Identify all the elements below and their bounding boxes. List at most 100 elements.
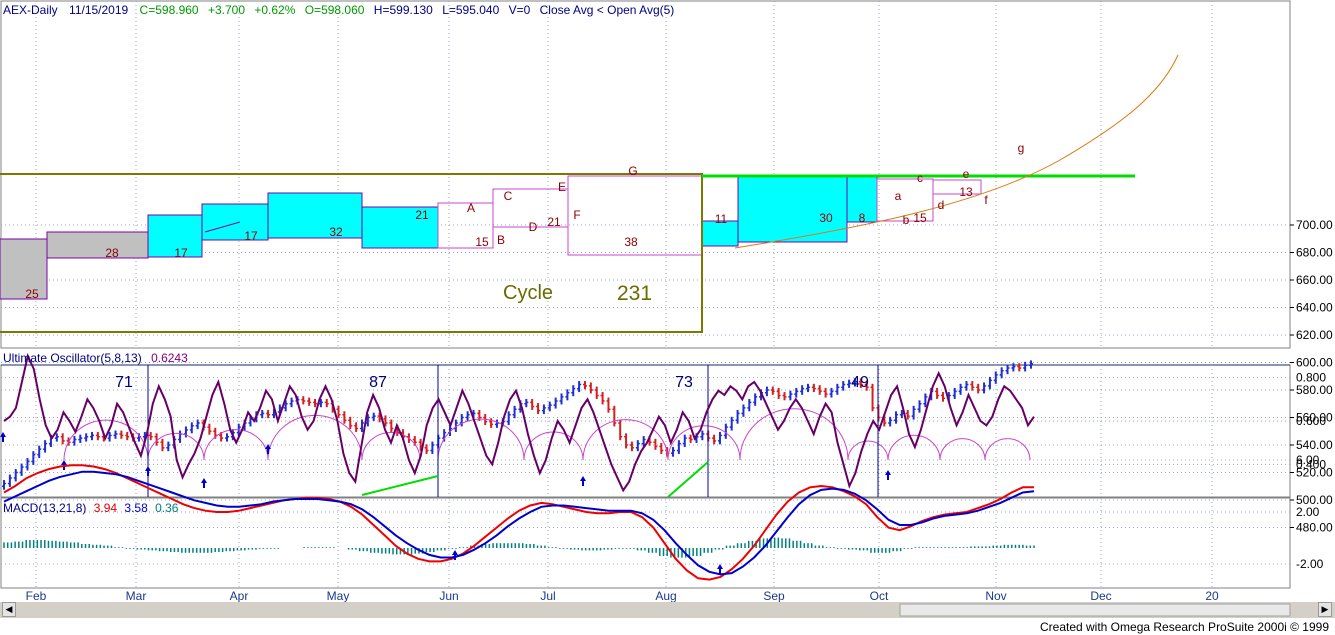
price-marker-label: f (984, 193, 988, 207)
up-arrow-marker (201, 478, 207, 488)
oscillator-cycle-count: 49 (851, 374, 869, 391)
price-y-tick-label: 500.00 (1296, 493, 1333, 507)
oscillator-arc (667, 425, 741, 461)
up-arrow-marker (61, 460, 67, 470)
box-labels: 25 28 17 17 32 21 15 21 38 11 30 8 15 13 (25, 185, 973, 301)
cycle-label: Cycle (503, 282, 553, 304)
box-count-label: 30 (819, 211, 833, 225)
oscillator-annotations (0, 432, 891, 498)
price-marker-label: g (1018, 141, 1025, 155)
box-count-label: 15 (475, 235, 489, 249)
oscillator-arc (847, 440, 889, 461)
cycle-box (737, 175, 848, 243)
horizontal-scrollbar[interactable] (0, 602, 1335, 618)
price-y-tick-label: 560.00 (1296, 411, 1333, 425)
small-arc (204, 221, 241, 233)
divergence-line (361, 475, 439, 496)
up-arrow-marker (265, 444, 271, 454)
price-marker-label: E (558, 180, 566, 194)
date-label: 11/15/2019 (69, 3, 128, 17)
price-marker-label: C (504, 189, 513, 203)
box-count-label: 25 (25, 287, 39, 301)
price-y-tick-label: 540.00 (1296, 438, 1333, 452)
price-marker-label: c (917, 171, 923, 185)
oscillator-value: 0.6243 (151, 351, 188, 365)
cycle-box (201, 203, 269, 241)
scroll-right-button[interactable]: ▶ (1318, 602, 1332, 617)
oscillator-y-tick-label: 0.400 (1296, 457, 1326, 471)
cycle-box (846, 175, 878, 223)
oscillator-cycle-count: 73 (675, 374, 693, 391)
pane-frame (0, 497, 1291, 589)
price-marker-label: A (467, 201, 475, 215)
macd-arrows (452, 550, 723, 574)
up-arrow-marker (452, 550, 458, 560)
price-y-tick-label: 620.00 (1296, 328, 1333, 342)
price-y-tick-label: 580.00 (1296, 383, 1333, 397)
oscillator-y-tick-label: 0.600 (1296, 414, 1326, 428)
macd-lines (3, 464, 1035, 581)
symbol-label: AEX-Daily (3, 3, 58, 17)
oscillator-pane: 71 87 73 49 (0, 352, 1035, 498)
pane-frame (0, 364, 1291, 498)
oscillator-y-tick-label: 0.800 (1296, 371, 1326, 385)
price-marker-label: B (497, 233, 505, 247)
box-count-label: 21 (547, 215, 561, 229)
oscillator-arc (582, 419, 669, 461)
volume-label: V=0 (509, 3, 531, 17)
price-y-tick-label: 480.00 (1296, 521, 1333, 535)
oscillator-series-line (3, 352, 1035, 493)
oscillator-arc (437, 418, 525, 461)
note-label: Close Avg < Open Avg(5) (540, 3, 675, 17)
price-y-tick-label: 520.00 (1296, 466, 1333, 480)
cycle-box (0, 238, 48, 300)
price-pane: 25 28 17 17 32 21 15 21 38 11 30 8 15 13 A B C D EF Gab c d e… (0, 54, 1179, 490)
price-marker-label: e (963, 167, 970, 181)
scroll-left-button[interactable]: ◀ (2, 602, 16, 617)
credit-footer: Created with Omega Research ProSuite 200… (1039, 620, 1329, 634)
up-arrow-marker (0, 432, 6, 442)
macd-pane (3, 464, 1035, 581)
box-count-label: 21 (415, 208, 429, 222)
oscillator-arc (887, 434, 941, 461)
price-marker-label: b (903, 213, 910, 227)
price-y-tick-label: 640.00 (1296, 301, 1333, 315)
open-label: O=598.060 (305, 3, 365, 17)
cycle-boxes (0, 175, 982, 300)
oscillator-arc (203, 429, 269, 461)
x-tick-label: Mar (126, 589, 147, 603)
cycle-box (932, 179, 982, 195)
box-count-label: 15 (913, 211, 927, 225)
cycle-bracket (0, 173, 703, 333)
x-tick-label: May (327, 589, 350, 603)
x-tick-label: Jun (439, 589, 458, 603)
oscillator-cycle-counts: 71 87 73 49 (115, 374, 869, 391)
macd-y-tick-label: 2.00 (1296, 505, 1320, 519)
price-marker-label: F (573, 208, 580, 222)
macd-value-3: 0.36 (155, 501, 179, 515)
x-tick-label: Oct (870, 589, 889, 603)
cycle-box (876, 178, 934, 222)
low-label: L=595.040 (442, 3, 499, 17)
oscillator-header: Ultimate Oscillator(5,8,13) 0.6243 (3, 351, 188, 365)
price-y-tick-label: 600.00 (1296, 356, 1333, 370)
scrollbar-thumb[interactable] (899, 603, 1291, 617)
macd-value-2: 3.58 (124, 501, 148, 515)
x-tick-label: Nov (985, 589, 1006, 603)
up-arrow-marker (717, 564, 723, 574)
x-axis-labels: Feb Mar Apr May Jun Jul Aug Sep Oct Nov Dec 20 (26, 589, 1219, 603)
up-arrow-marker (885, 470, 891, 480)
x-tick-label: Apr (230, 589, 249, 603)
box-count-label: 17 (244, 229, 258, 243)
x-tick-label: Sep (763, 589, 785, 603)
box-count-label: 13 (959, 185, 973, 199)
cycle-box (147, 214, 203, 258)
change-pct-label: +0.62% (254, 3, 295, 17)
oscillator-title: Ultimate Oscillator(5,8,13) (3, 351, 142, 365)
oscillator-arc (984, 438, 1031, 461)
price-marker-label: d (938, 198, 945, 212)
macd-line (3, 464, 1034, 581)
box-count-label: 17 (174, 246, 188, 260)
marker-labels: A B C D EF Gab c d ef g (467, 141, 1024, 247)
price-overlays (0, 54, 1179, 333)
